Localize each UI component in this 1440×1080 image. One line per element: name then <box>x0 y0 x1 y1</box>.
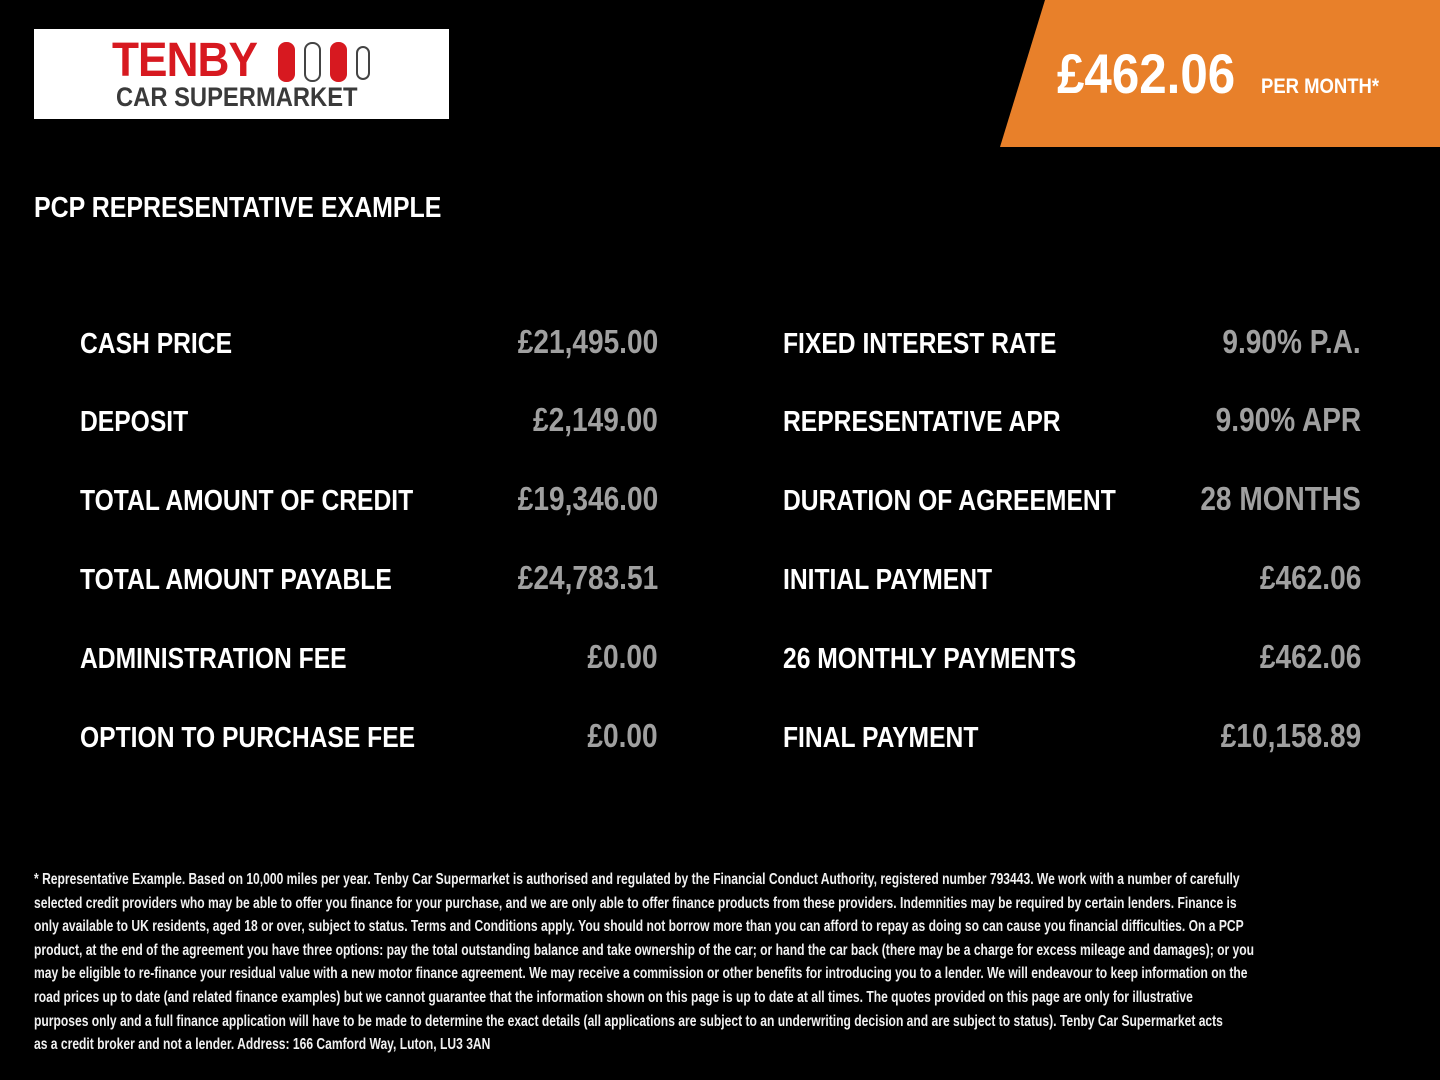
car-icons <box>278 42 370 82</box>
page-title: PCP REPRESENTATIVE EXAMPLE <box>34 192 442 224</box>
finance-row: TOTAL AMOUNT PAYABLE £24,783.51 <box>0 559 1440 600</box>
fine-print: * Representative Example. Based on 10,00… <box>34 868 1440 1057</box>
finance-value: £2,149.00 <box>533 401 658 438</box>
finance-row: DURATION OF AGREEMENT 28 MONTHS <box>0 480 1440 521</box>
finance-label: TOTAL AMOUNT OF CREDIT <box>80 485 414 517</box>
fine-print-line: as a credit broker and not a lender. Add… <box>34 1036 491 1054</box>
car-icon <box>278 42 295 82</box>
finance-row: FIXED INTEREST RATE 9.90% P.A. <box>0 323 1440 364</box>
finance-row: ADMINISTRATION FEE £0.00 <box>0 638 1440 679</box>
fine-print-line: purposes only and a full finance applica… <box>34 1012 1223 1030</box>
finance-label: DURATION OF AGREEMENT <box>783 485 1116 517</box>
finance-label: 26 MONTHLY PAYMENTS <box>783 643 1077 675</box>
car-icon <box>356 46 370 80</box>
logo-text-tenby: TENBY <box>112 34 258 87</box>
finance-label: OPTION TO PURCHASE FEE <box>80 722 416 754</box>
finance-value: £462.06 <box>1259 559 1361 596</box>
finance-value: 28 MONTHS <box>1200 480 1361 517</box>
finance-label: CASH PRICE <box>80 328 233 360</box>
finance-value: £21,495.00 <box>517 323 658 360</box>
finance-value: £0.00 <box>587 717 658 754</box>
finance-row: FINAL PAYMENT £10,158.89 <box>0 717 1440 758</box>
fine-print-line: may be eligible to re-finance your resid… <box>34 965 1248 983</box>
finance-row: 26 MONTHLY PAYMENTS £462.06 <box>0 638 1440 679</box>
car-icon <box>330 42 347 82</box>
fine-print-line: selected credit providers who may be abl… <box>34 894 1237 912</box>
finance-value: 9.90% APR <box>1215 401 1361 438</box>
finance-value: 9.90% P.A. <box>1222 323 1361 360</box>
finance-label: FIXED INTEREST RATE <box>783 328 1057 360</box>
finance-value: £462.06 <box>1259 638 1361 675</box>
finance-row: INITIAL PAYMENT £462.06 <box>0 559 1440 600</box>
finance-value: £10,158.89 <box>1220 717 1361 754</box>
finance-row: TOTAL AMOUNT OF CREDIT £19,346.00 <box>0 480 1440 521</box>
fine-print-line: * Representative Example. Based on 10,00… <box>34 871 1240 888</box>
finance-value: £0.00 <box>587 638 658 675</box>
finance-row: DEPOSIT £2,149.00 <box>0 401 1440 442</box>
logo: TENBY CAR SUPERMARKET <box>34 29 449 119</box>
per-month-label: PER MONTH* <box>1261 75 1380 98</box>
finance-row: CASH PRICE £21,495.00 <box>0 323 1440 364</box>
finance-label: DEPOSIT <box>80 406 189 438</box>
finance-label: TOTAL AMOUNT PAYABLE <box>80 564 392 596</box>
finance-value: £19,346.00 <box>517 480 658 517</box>
finance-row: REPRESENTATIVE APR 9.90% APR <box>0 401 1440 442</box>
fine-print-line: road prices up to date (and related fina… <box>34 988 1193 1006</box>
fine-print-line: product, at the end of the agreement you… <box>34 941 1255 959</box>
finance-label: FINAL PAYMENT <box>783 722 979 754</box>
fine-print-line: only available to UK residents, aged 18 … <box>34 918 1244 936</box>
logo-text-subtitle: CAR SUPERMARKET <box>116 82 358 112</box>
monthly-price-banner <box>1000 0 1440 147</box>
finance-label: INITIAL PAYMENT <box>783 564 993 596</box>
finance-label: ADMINISTRATION FEE <box>80 643 347 675</box>
finance-row: OPTION TO PURCHASE FEE £0.00 <box>0 717 1440 758</box>
car-icon <box>304 42 321 82</box>
monthly-price: £462.06 <box>1057 42 1236 105</box>
finance-value: £24,783.51 <box>517 559 658 596</box>
finance-label: REPRESENTATIVE APR <box>783 406 1061 438</box>
